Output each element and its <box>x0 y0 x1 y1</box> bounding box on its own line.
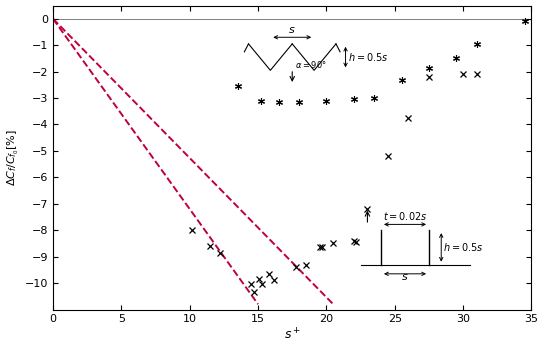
Text: $t=0.02s$: $t=0.02s$ <box>383 210 427 222</box>
Text: $s$: $s$ <box>401 272 409 283</box>
Text: $s$: $s$ <box>288 25 296 35</box>
Text: $h=0.5s$: $h=0.5s$ <box>348 51 388 63</box>
Text: $\alpha=90°$: $\alpha=90°$ <box>295 59 327 70</box>
Y-axis label: $\Delta C_f/C_{f_0}[\%]$: $\Delta C_f/C_{f_0}[\%]$ <box>5 129 21 186</box>
Text: $h=0.5s$: $h=0.5s$ <box>443 242 484 253</box>
X-axis label: $s^+$: $s^+$ <box>283 327 301 342</box>
